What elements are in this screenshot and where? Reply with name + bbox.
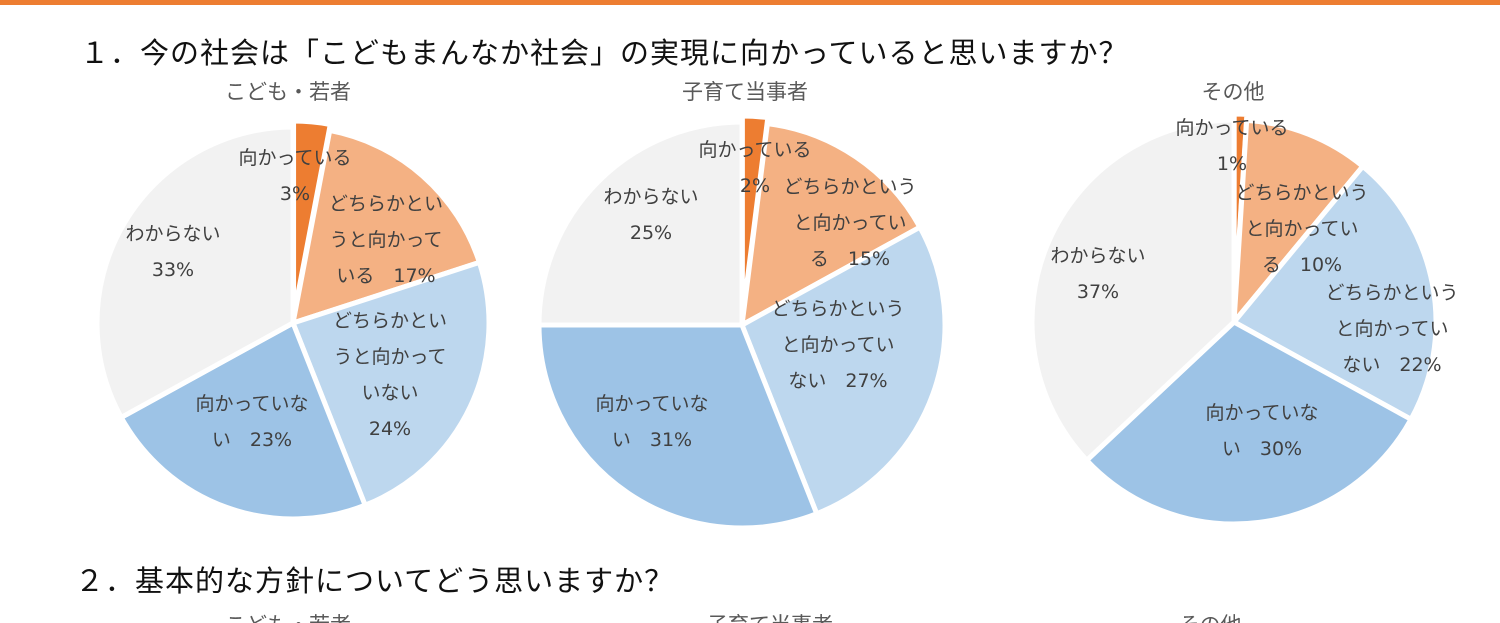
data-label: どちらかという xyxy=(771,298,904,320)
pie-slice xyxy=(1231,163,1439,422)
data-label: と向かってい xyxy=(781,334,894,356)
data-label: 向かっていな xyxy=(595,393,708,415)
header-accent-bar xyxy=(0,0,1500,5)
chart-title: 子育て当事者 xyxy=(682,80,808,104)
data-label: 37% xyxy=(1077,281,1119,303)
question-2-chart-title: その他 xyxy=(1179,613,1242,623)
question-2-heading: ２．基本的な方針についてどう思いますか？ xyxy=(75,564,675,598)
data-label: うと向かって xyxy=(329,229,442,251)
pie-slice xyxy=(290,127,482,326)
data-label: 24% xyxy=(369,418,411,440)
data-label: 向かっている xyxy=(1175,117,1288,139)
data-label: い 23% xyxy=(212,429,292,451)
pie-slice xyxy=(536,322,820,531)
pie-slice xyxy=(1029,117,1237,463)
data-label: 2% xyxy=(740,175,770,197)
data-label: どちらかという xyxy=(1235,182,1368,204)
data-label: 1% xyxy=(1217,153,1247,175)
data-label: 向かっている xyxy=(238,147,351,169)
data-label: どちらかという xyxy=(783,176,916,198)
question-2-chart-title: こども・若者 xyxy=(225,613,351,623)
data-label: 33% xyxy=(152,259,194,281)
data-label: い 31% xyxy=(612,429,692,451)
data-label: と向かってい xyxy=(793,212,906,234)
chart-title: その他 xyxy=(1202,80,1265,104)
question-1-heading: １．今の社会は「こどもまんなか社会」の実現に向かっていると思いますか？ xyxy=(80,36,1129,70)
data-label: どちらかという xyxy=(1325,282,1458,304)
data-label: どちらかとい xyxy=(333,310,447,332)
data-label: る 15% xyxy=(810,248,890,270)
data-label: 向かっていな xyxy=(1205,402,1318,424)
data-label: い 30% xyxy=(1222,438,1302,460)
data-label: どちらかとい xyxy=(329,193,443,215)
pie-slice xyxy=(739,224,948,517)
data-label: 25% xyxy=(630,222,672,244)
pie-slice xyxy=(118,320,368,522)
data-label: る 10% xyxy=(1262,254,1342,276)
data-label: 3% xyxy=(280,183,310,205)
data-label: わからない xyxy=(125,223,220,245)
data-label: わからない xyxy=(603,186,698,208)
data-label: 向かっている xyxy=(698,139,811,161)
data-label: わからない xyxy=(1050,245,1145,267)
data-label: と向かってい xyxy=(1335,318,1448,340)
data-label: いる 17% xyxy=(336,265,435,287)
data-label: ない 22% xyxy=(1342,354,1441,376)
pie-slice xyxy=(1084,319,1414,527)
question-2-chart-title: 子育て当事者 xyxy=(707,613,833,623)
data-label: いない xyxy=(361,382,418,404)
data-label: 向かっていな xyxy=(195,393,308,415)
data-label: ない 27% xyxy=(788,370,887,392)
data-label: うと向かって xyxy=(333,346,446,368)
pie-slice xyxy=(739,121,923,328)
chart-title: こども・若者 xyxy=(225,80,351,104)
data-label: と向かってい xyxy=(1245,218,1358,240)
pie-slice xyxy=(94,124,296,420)
pie-slice xyxy=(536,119,745,328)
pie-slice xyxy=(1231,117,1366,325)
